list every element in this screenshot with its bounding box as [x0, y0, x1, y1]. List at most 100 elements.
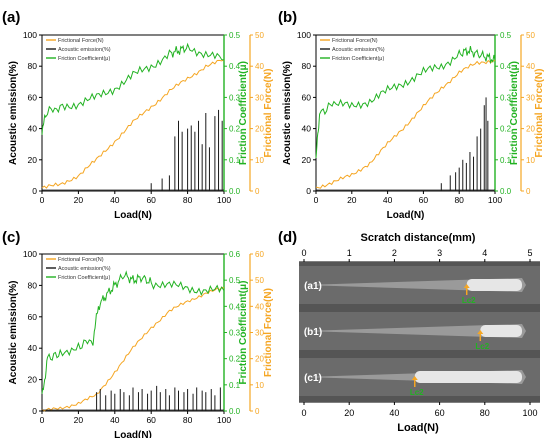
y-left-tick-label: 80	[28, 61, 38, 71]
y-right1-tick-label: 0.2	[500, 125, 512, 134]
friction-coefficient-line	[41, 270, 225, 394]
scratch-damage-zone	[466, 279, 522, 291]
y-right1-tick-label: 0.0	[229, 407, 241, 416]
scratch-damage-zone	[480, 325, 522, 337]
x-tick-label: 60	[419, 195, 429, 205]
lc2-label: Lc2	[410, 388, 424, 397]
legend-label: Frictional Force(N)	[58, 38, 104, 44]
friction-coefficient-line	[41, 42, 225, 135]
y-left-tick-label: 100	[23, 30, 37, 40]
y-left-tick-label: 20	[28, 155, 38, 165]
chart-a: 0 20 40 60 80 1000204060801000.00.10.20.30.40…	[8, 30, 274, 221]
y-right1-tick-label: 0.4	[229, 302, 241, 311]
y-right2-tick-label: 10	[526, 156, 535, 165]
y-right2-tick-label: 40	[526, 62, 535, 71]
strip-label: (b1)	[304, 327, 322, 338]
x-tick-label: 40	[110, 195, 120, 205]
y-left-tick-label: 0	[306, 186, 311, 196]
y-left-tick-label: 80	[28, 280, 38, 290]
lc2-label: Lc2	[475, 342, 489, 351]
y-right1-tick-label: 0.5	[229, 31, 241, 40]
x-tick-label: 20	[74, 195, 84, 205]
frictional-force-line	[41, 59, 225, 189]
panel-label-b: (b)	[278, 9, 297, 26]
y-left-tick-label: 20	[302, 155, 312, 165]
y-right1-tick-label: 0.6	[229, 250, 241, 259]
top-tick-label: 5	[527, 248, 532, 258]
x-tick-label: 20	[74, 415, 84, 425]
y-right2-tick-label: 0	[526, 187, 531, 196]
y-right2-tick-label: 10	[255, 381, 264, 390]
y-right1-tick-label: 0.3	[229, 329, 241, 338]
y-right1-tick-label: 0.4	[229, 62, 241, 71]
x-tick-label: 80	[183, 195, 193, 205]
y-right2-tick-label: 60	[255, 250, 264, 259]
x-tick-label: 80	[183, 415, 193, 425]
legend-label: Acoustic emission(%)	[332, 47, 385, 53]
y-right1-tick-label: 0.3	[500, 93, 512, 102]
legend-label: Friction Coefficient(μ)	[58, 275, 110, 281]
y-right2-tick-label: 30	[526, 93, 535, 102]
y-right2-tick-label: 40	[255, 302, 264, 311]
top-tick-label: 1	[347, 248, 352, 258]
lc2-arrowhead	[477, 330, 484, 334]
scratch-strips: (a1) Lc2 (b1) Lc2 (c1) Lc2	[299, 262, 540, 402]
lc2-arrowhead	[411, 376, 418, 380]
y-right2-tick-label: 40	[255, 62, 264, 71]
y-right1-axis-label: Friction Coefficient(μ)	[238, 61, 249, 165]
load-ticks-d: 0 20 40 60 80 100	[299, 401, 540, 418]
bottom-tick-label: 60	[435, 408, 445, 418]
bottom-tick-label: 100	[522, 408, 537, 418]
y-right2-tick-label: 50	[255, 31, 264, 40]
scratch-distance-ticks: 0 1 2 3 4 5	[299, 248, 540, 263]
legend-label: Frictional Force(N)	[332, 38, 378, 44]
x-tick-label: 0	[40, 415, 45, 425]
y-right2-axis-label: Frictional Force(N)	[263, 288, 274, 377]
x-tick-label: 80	[454, 195, 464, 205]
bottom-tick-label: 20	[344, 408, 354, 418]
scratch-damage-zone	[414, 371, 522, 383]
bottom-tick-label: 40	[389, 408, 399, 418]
x-tick-label: 100	[488, 195, 502, 205]
lc2-label: Lc2	[462, 296, 476, 305]
bottom-tick-label: 0	[301, 408, 306, 418]
y-left-axis-label: Acoustic emission(%)	[8, 61, 19, 165]
scratch-distance-axis-label: Scratch distance(mm)	[361, 232, 476, 244]
y-right2-axis-label: Frictional Force(N)	[263, 69, 274, 158]
friction-coefficient-line	[315, 46, 496, 159]
x-axis-label: Load(N)	[114, 210, 152, 221]
y-left-tick-label: 20	[28, 375, 38, 385]
y-left-tick-label: 60	[302, 92, 312, 102]
legend-label: Frictional Force(N)	[58, 257, 104, 263]
y-right1-tick-label: 0.2	[229, 355, 241, 364]
x-tick-label: 60	[146, 195, 156, 205]
top-tick-label: 3	[437, 248, 442, 258]
y-left-tick-label: 60	[28, 312, 38, 322]
bottom-tick-label: 80	[480, 408, 490, 418]
frictional-force-line	[315, 59, 496, 189]
y-left-tick-label: 0	[32, 406, 37, 416]
x-axis-label: Load(N)	[114, 430, 152, 438]
x-tick-label: 100	[217, 195, 231, 205]
x-tick-label: 0	[314, 195, 319, 205]
panel-label-c: (c)	[2, 229, 20, 246]
y-right1-tick-label: 0.3	[229, 93, 241, 102]
y-right1-tick-label: 0.0	[500, 187, 512, 196]
y-right1-axis-label: Friction Coefficient(μ)	[238, 281, 249, 385]
strip-label: (c1)	[304, 373, 322, 384]
y-right1-tick-label: 0.0	[229, 187, 241, 196]
y-left-axis-label: Acoustic emission(%)	[282, 61, 293, 165]
y-right2-tick-label: 30	[255, 93, 264, 102]
y-right2-tick-label: 20	[526, 125, 535, 134]
y-right2-tick-label: 50	[255, 276, 264, 285]
y-right1-tick-label: 0.1	[500, 156, 512, 165]
scratch-micrograph-panel: Scratch distance(mm) 0 1 2 3 4 5 0 20 40 60 80 100…	[299, 232, 540, 434]
frictional-force-line	[41, 286, 225, 412]
legend-label: Friction Coefficient(μ)	[332, 56, 384, 62]
y-right2-tick-label: 20	[255, 355, 264, 364]
y-right2-tick-label: 50	[526, 31, 535, 40]
y-right1-tick-label: 0.1	[229, 381, 241, 390]
y-right2-tick-label: 30	[255, 329, 264, 338]
y-left-tick-label: 40	[302, 124, 312, 134]
